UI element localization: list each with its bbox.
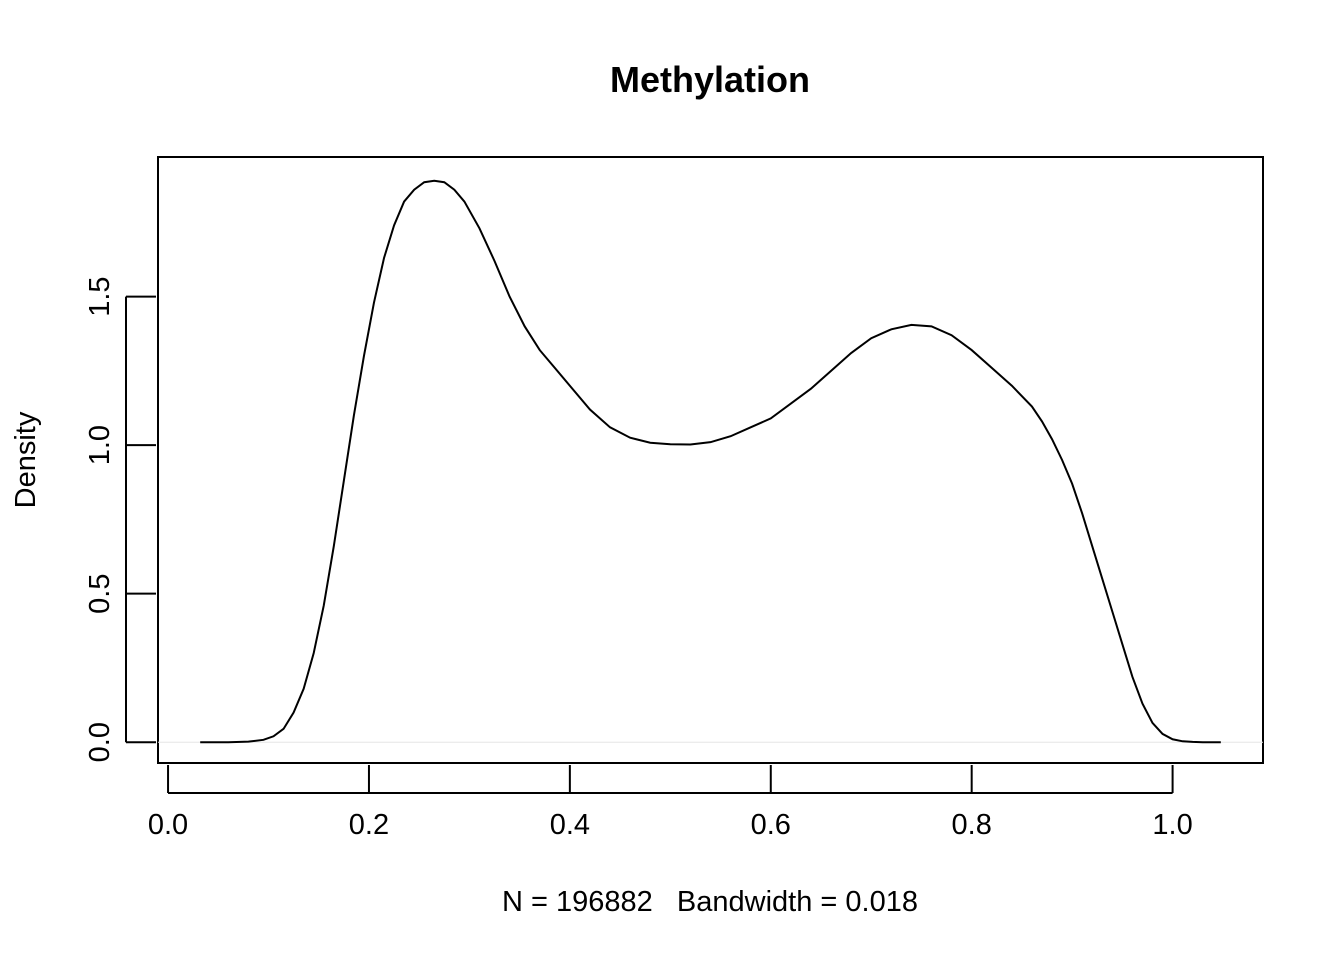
x-tick-label: 0.2 <box>349 809 389 841</box>
y-tick-label: 0.5 <box>84 574 116 614</box>
y-axis: 0.0 0.5 1.0 1.5 <box>84 276 156 762</box>
x-axis-label: N = 196882 Bandwidth = 0.018 <box>502 886 918 918</box>
x-tick-label: 0.8 <box>952 809 992 841</box>
x-axis: 0.0 0.2 0.4 0.6 0.8 1.0 <box>148 765 1193 841</box>
y-tick-label: 1.5 <box>84 276 116 316</box>
y-axis-label: Density <box>10 411 42 508</box>
chart-title: Methylation <box>610 59 810 100</box>
x-tick-label: 1.0 <box>1152 809 1192 841</box>
y-tick-label: 1.0 <box>84 425 116 465</box>
density-curve <box>200 179 1221 744</box>
x-tick-label: 0.0 <box>148 809 188 841</box>
x-tick-label: 0.4 <box>550 809 590 841</box>
plot-frame <box>157 156 1264 764</box>
y-tick-label: 0.0 <box>84 722 116 762</box>
plot-area <box>157 156 1264 764</box>
x-tick-label: 0.6 <box>751 809 791 841</box>
